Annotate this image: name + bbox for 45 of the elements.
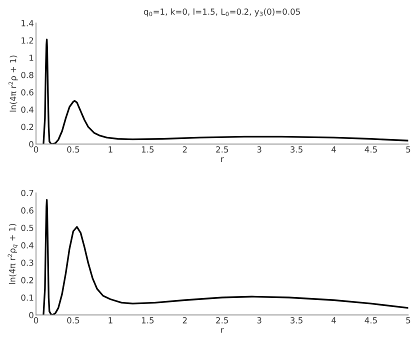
y-tick-label: 0.6 <box>21 207 34 214</box>
y-tick-label: 1.2 <box>22 37 34 44</box>
y-tick-label: 0 <box>29 312 34 318</box>
x-tick-label: 2 <box>182 317 187 324</box>
x-tick-label: 1.5 <box>142 146 154 153</box>
y-tick-label: 0.4 <box>21 242 34 248</box>
y-tick-label: 0.4 <box>21 106 34 113</box>
x-tick-label: 3.5 <box>290 317 302 324</box>
y-tick-label: 0.7 <box>21 190 34 196</box>
y-tick-label: 0.3 <box>21 260 34 266</box>
x-tick-label: 3.5 <box>290 146 302 153</box>
x-tick-label: 4 <box>332 146 336 152</box>
x-tick-label: 1 <box>108 317 112 324</box>
x-tick-label: 1 <box>108 146 112 152</box>
y-tick-label: 0.8 <box>21 72 34 78</box>
y-tick-label: 0.5 <box>21 224 34 232</box>
x-tick-label: 0.5 <box>67 317 80 324</box>
x-tick-label: 2.5 <box>216 317 228 324</box>
x-tick-label: 5 <box>406 146 410 153</box>
y-tick-label: 1.4 <box>22 20 34 26</box>
x-tick-label: 3 <box>257 317 262 324</box>
chart-title: q$_{0}$=1, k=0, l=1.5, L$_{0}$=0.2, y$_{3}$(0)=0.05 <box>144 8 300 16</box>
y-axis-title: ln(4π r$^{2}$ρ + 1) <box>8 56 18 112</box>
x-tick-label: 2 <box>182 146 187 152</box>
x-tick-label: 0.5 <box>67 146 80 153</box>
x-tick-label: 4.5 <box>364 146 377 153</box>
x-tick-label: 2.5 <box>216 146 228 153</box>
y-tick-label: 0.1 <box>21 294 34 301</box>
x-tick-label: 3 <box>257 146 262 153</box>
line-series <box>42 199 408 315</box>
x-axis-title: r <box>221 157 224 162</box>
x-tick-label: 1.5 <box>142 317 154 324</box>
line-series <box>42 38 408 144</box>
x-axis-title: r <box>221 328 224 333</box>
y-axis-title: ln(4π r$^{2}$ρ$_{q}$ + 1) <box>8 224 18 284</box>
x-tick-label: 4.5 <box>364 317 377 324</box>
y-tick-label: 1 <box>30 54 34 61</box>
y-tick-label: 0.2 <box>21 277 34 284</box>
x-tick-label: 0 <box>34 317 38 324</box>
y-tick-label: 0 <box>29 141 34 148</box>
y-tick-label: 0.2 <box>21 124 34 130</box>
x-tick-label: 0 <box>34 146 38 153</box>
x-tick-label: 4 <box>332 317 336 324</box>
x-tick-label: 5 <box>406 317 410 324</box>
y-tick-label: 0.6 <box>21 89 34 96</box>
